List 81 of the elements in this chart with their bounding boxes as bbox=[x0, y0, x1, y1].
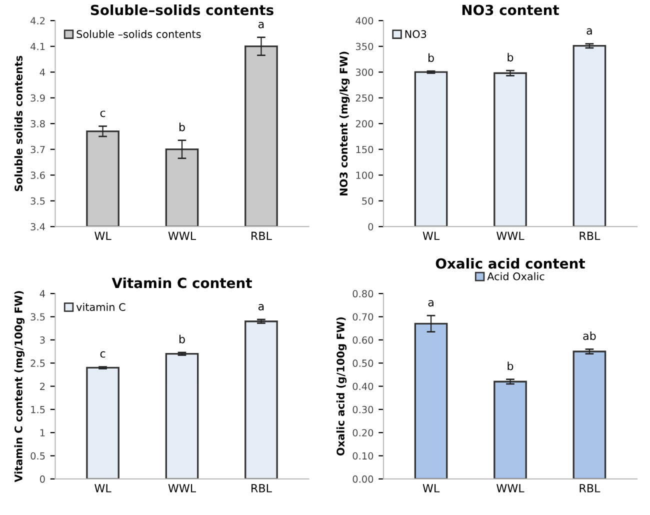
annotation: a bbox=[428, 300, 434, 306]
y-tick-label: 3.6 bbox=[30, 172, 45, 179]
annotation: b bbox=[179, 334, 185, 344]
chart-title: Oxalic acid content bbox=[436, 258, 585, 269]
y-tick-label: 350 bbox=[356, 42, 374, 50]
y-tick-label: 3.9 bbox=[30, 94, 45, 102]
y-tick-label: 0.5 bbox=[30, 452, 45, 460]
legend-label: Soluble –solids contents bbox=[76, 30, 201, 38]
y-tick-label: 4.2 bbox=[30, 17, 45, 24]
y-axis-title: Vitamin C content (mg/100g FW) bbox=[14, 291, 25, 482]
y-tick-label: 4.1 bbox=[30, 42, 45, 50]
y-tick-label: 4 bbox=[40, 68, 45, 76]
y-tick-label: 4 bbox=[40, 290, 45, 298]
y-tick-label: 3.8 bbox=[30, 120, 45, 128]
annotation: b bbox=[428, 53, 434, 62]
annotation: ab bbox=[583, 331, 596, 340]
x-tick-label: WL bbox=[94, 484, 112, 492]
bar bbox=[165, 352, 199, 479]
bar bbox=[414, 322, 448, 479]
y-tick-label: 3.4 bbox=[30, 223, 45, 230]
y-tick-label: 0.00 bbox=[352, 475, 374, 483]
y-tick-label: 0 bbox=[368, 223, 374, 230]
annotation: c bbox=[100, 110, 106, 118]
x-tick-label: RBL bbox=[580, 484, 600, 492]
bar bbox=[572, 350, 606, 479]
x-tick-label: RBL bbox=[580, 232, 600, 240]
legend-label: vitamin C bbox=[76, 302, 126, 311]
y-tick-label: 200 bbox=[356, 120, 374, 128]
y-tick-label: 2 bbox=[40, 382, 45, 390]
y-tick-label: 1.5 bbox=[31, 406, 45, 414]
bar bbox=[572, 45, 606, 227]
x-tick-label: WL bbox=[94, 232, 112, 240]
y-tick-label: 400 bbox=[356, 17, 374, 24]
chart-title: Soluble–solids contents bbox=[90, 4, 274, 16]
x-tick-label: WWL bbox=[496, 484, 524, 492]
y-tick-label: 0.50 bbox=[352, 360, 374, 367]
annotation: b bbox=[508, 52, 514, 62]
x-tick-label: WL bbox=[422, 484, 440, 492]
annotation: b bbox=[179, 122, 185, 132]
y-tick-label: 2.5 bbox=[30, 360, 45, 367]
x-tick-label: WWL bbox=[168, 484, 196, 492]
y-tick-label: 0 bbox=[40, 475, 45, 483]
y-tick-label: 3.5 bbox=[30, 313, 45, 321]
annotation: a bbox=[586, 28, 592, 35]
y-tick-label: 1 bbox=[40, 429, 45, 436]
annotation: c bbox=[100, 351, 106, 358]
chart-title: NO3 content bbox=[462, 4, 560, 16]
annotation: a bbox=[258, 22, 264, 28]
y-tick-label: 0.70 bbox=[352, 313, 374, 321]
annotation: a bbox=[258, 304, 264, 310]
y-tick-label: 100 bbox=[356, 172, 374, 179]
y-axis-title: NO3 content (mg/kg FW) bbox=[340, 52, 350, 196]
x-tick-label: RBL bbox=[252, 232, 272, 240]
y-tick-label: 0.20 bbox=[352, 429, 374, 436]
annotation: b bbox=[508, 362, 514, 370]
legend-label: Acid Oxalic bbox=[487, 272, 544, 280]
y-tick-label: 50 bbox=[362, 197, 374, 205]
y-tick-label: 3.7 bbox=[30, 146, 45, 154]
y-tick-label: 0.40 bbox=[352, 382, 374, 390]
y-axis-title: Soluble solids contents bbox=[14, 56, 22, 192]
bar bbox=[494, 380, 527, 479]
y-tick-label: 0.30 bbox=[352, 406, 374, 414]
y-tick-label: 0.10 bbox=[352, 452, 374, 460]
chart-title: Vitamin C content bbox=[112, 277, 252, 288]
bar bbox=[414, 71, 448, 227]
y-tick-label: 0.60 bbox=[352, 336, 374, 344]
y-tick-label: 3 bbox=[40, 336, 45, 344]
y-tick-label: 250 bbox=[356, 94, 374, 102]
bar bbox=[86, 366, 120, 479]
legend-label: NO3 bbox=[405, 30, 426, 38]
x-tick-label: WL bbox=[422, 232, 440, 240]
x-tick-label: WWL bbox=[496, 232, 524, 240]
y-tick-label: 300 bbox=[356, 68, 374, 76]
y-tick-label: 3.5 bbox=[30, 197, 45, 205]
x-tick-label: WWL bbox=[168, 232, 196, 240]
x-tick-label: RBL bbox=[252, 484, 272, 492]
bar bbox=[494, 72, 527, 227]
y-tick-label: 150 bbox=[356, 146, 374, 154]
y-tick-label: 0.80 bbox=[352, 290, 374, 298]
bar bbox=[244, 320, 278, 479]
y-axis-title: Oxalic acid (g/100g FW) bbox=[336, 317, 347, 456]
